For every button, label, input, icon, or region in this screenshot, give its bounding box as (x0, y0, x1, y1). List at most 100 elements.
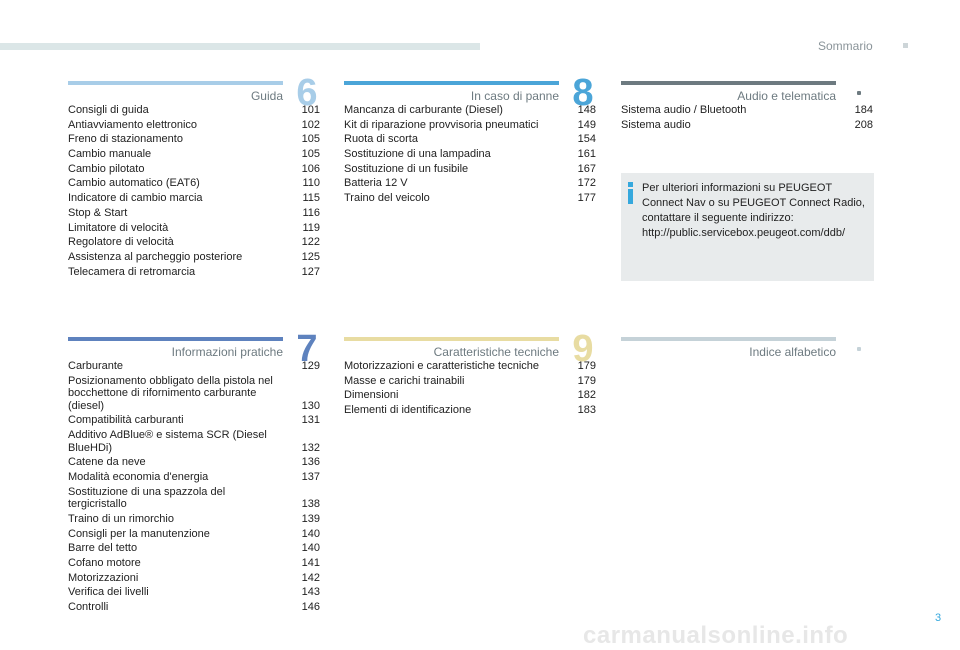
toc-entry-page: 148 (577, 104, 596, 116)
toc-entry-title: Limitatore di velocità (68, 221, 169, 234)
toc-entry-title: Regolatore di velocità (68, 236, 174, 249)
toc-entry[interactable]: Regolatore di velocità 122 (68, 236, 320, 249)
toc-entry[interactable]: Verifica dei livelli 143 (68, 586, 320, 599)
toc-entry-title: Sistema audio / Bluetooth (621, 104, 747, 116)
toc-entry-page: 136 (301, 456, 320, 469)
toc-entry-title: Masse e carichi trainabili (344, 374, 465, 387)
toc-entry-title: Carburante (68, 360, 124, 372)
toc-entry-page: 172 (577, 177, 596, 190)
toc-entry-page: 179 (577, 374, 596, 387)
toc-entry-title: Modalità economia d'energia (68, 470, 209, 483)
toc-entry[interactable]: Sostituzione di una spazzola del tergicr… (68, 486, 320, 511)
toc-entry[interactable]: Compatibilità carburanti 131 (68, 414, 320, 427)
section-bar (344, 81, 559, 85)
toc-entry-page: 167 (577, 162, 596, 175)
toc-entry-page: 140 (301, 527, 320, 540)
toc-entry-page: 154 (577, 133, 596, 146)
toc-entry[interactable]: Traino di un rimorchio 139 (68, 513, 320, 526)
section-title[interactable]: Caratteristiche tecniche (433, 345, 559, 359)
toc-entry-page: 116 (302, 206, 320, 219)
toc-entry[interactable]: Cofano motore 141 (68, 557, 320, 570)
toc-entry[interactable]: Consigli per la manutenzione 140 (68, 528, 320, 541)
toc-entry-title: Telecamera di retromarcia (68, 265, 196, 278)
toc-entry-title: Assistenza al parcheggio posteriore (68, 250, 243, 263)
toc-entry[interactable]: Modalità economia d'energia 137 (68, 471, 320, 484)
toc-entry-page: 132 (301, 441, 320, 454)
toc-entry[interactable]: Posizionamento obbligato della pistola n… (68, 375, 320, 413)
toc-entry[interactable]: Controlli 146 (68, 601, 320, 614)
toc-entry[interactable]: Cambio manuale 105 (68, 148, 320, 161)
toc-entry-page: 183 (577, 404, 596, 417)
toc-entry[interactable]: Sostituzione di una lampadina 161 (344, 148, 596, 161)
toc-entry-title: Traino del veicolo (344, 192, 430, 205)
toc-entry[interactable]: Elementi di identificazione 183 (344, 404, 596, 417)
toc-entry[interactable]: Mancanza di carburante (Diesel) 148 (344, 104, 596, 117)
toc-entry[interactable]: Assistenza al parcheggio posteriore 125 (68, 251, 320, 264)
toc-entry[interactable]: Masse e carichi trainabili 179 (344, 375, 596, 388)
toc-entry[interactable]: Ruota di scorta 154 (344, 133, 596, 146)
toc-entry[interactable]: Traino del veicolo 177 (344, 192, 596, 205)
section-title[interactable]: Audio e telematica (737, 89, 836, 103)
toc-entry-title: Antiavviamento elettronico (68, 118, 198, 131)
toc-entry-title: Batteria 12 V (344, 177, 408, 190)
toc-entry[interactable]: Additivo AdBlue® e sistema SCR (Diesel B… (68, 429, 320, 454)
section-title[interactable]: Guida (250, 89, 283, 103)
toc-entry-page: 119 (302, 221, 320, 234)
toc-entry[interactable]: Stop & Start 116 (68, 207, 320, 220)
info-box: Per ulteriori informazioni su PEUGEOT Co… (621, 173, 874, 281)
toc-entry-page: 131 (301, 414, 320, 427)
toc-entry-title: Posizionamento obbligato della pistola n… (68, 374, 273, 412)
toc-entry-title: Cofano motore (68, 556, 141, 569)
toc-entry-page: 105 (301, 133, 320, 146)
toc-entry-title: Dimensioni (344, 389, 399, 402)
toc-entry[interactable]: Carburante 129 (68, 360, 320, 373)
toc-entry[interactable]: Motorizzazioni e caratteristiche tecnich… (344, 360, 596, 373)
toc-entry-title: Stop & Start (68, 206, 128, 219)
toc-entry-title: Barre del tetto (68, 542, 138, 555)
toc-entry-page: 141 (301, 556, 320, 569)
header-bar (0, 43, 480, 50)
toc-entry[interactable]: Indicatore di cambio marcia 115 (68, 192, 320, 205)
toc-entry[interactable]: Dimensioni 182 (344, 389, 596, 402)
toc-entry-title: Motorizzazioni e caratteristiche tecnich… (344, 360, 540, 372)
toc-entry[interactable]: Motorizzazioni 142 (68, 572, 320, 585)
section-number: 6 (296, 72, 318, 114)
toc-entry-page: 208 (854, 118, 873, 131)
toc-entry-title: Sostituzione di un fusibile (344, 162, 469, 175)
toc-entry-title: Verifica dei livelli (68, 586, 149, 599)
entry-list: Mancanza di carburante (Diesel) 148 Kit di… (344, 104, 596, 207)
section-bar (621, 337, 836, 341)
toc-entry[interactable]: Telecamera di retromarcia 127 (68, 266, 320, 279)
toc-entry[interactable]: Cambio pilotato 106 (68, 163, 320, 176)
toc-entry[interactable]: Cambio automatico (EAT6) 110 (68, 177, 320, 190)
section-bar (68, 81, 283, 85)
info-text: Per ulteriori informazioni su PEUGEOT Co… (642, 182, 865, 239)
toc-entry-title: Kit di riparazione provvisoria pneumatic… (344, 118, 539, 131)
toc-entry-page: 143 (301, 586, 320, 599)
toc-entry-title: Cambio manuale (68, 148, 152, 161)
toc-entry-page: 177 (577, 192, 596, 205)
toc-entry-page: 130 (301, 399, 320, 412)
section-bar (344, 337, 559, 341)
toc-entry[interactable]: Sistema audio 208 (621, 119, 873, 132)
toc-entry[interactable]: Sostituzione di un fusibile 167 (344, 163, 596, 176)
toc-entry-page: 184 (854, 104, 873, 116)
section-number: 9 (572, 328, 594, 370)
toc-entry[interactable]: Barre del tetto 140 (68, 542, 320, 555)
toc-entry-title: Ruota di scorta (344, 133, 418, 146)
toc-entry[interactable]: Batteria 12 V 172 (344, 177, 596, 190)
toc-entry-page: 139 (301, 512, 320, 525)
toc-entry-page: 138 (301, 498, 320, 511)
section-title[interactable]: In caso di panne (470, 89, 559, 103)
toc-entry[interactable]: Catene da neve 136 (68, 456, 320, 469)
toc-entry[interactable]: Limitatore di velocità 119 (68, 222, 320, 235)
toc-entry[interactable]: Sistema audio / Bluetooth 184 (621, 104, 873, 117)
toc-entry[interactable]: Kit di riparazione provvisoria pneumatic… (344, 119, 596, 132)
entry-list: Sistema audio / Bluetooth 184 Sistema audi… (621, 104, 873, 133)
toc-entry[interactable]: Consigli di guida 101 (68, 104, 320, 117)
toc-entry[interactable]: Freno di stazionamento 105 (68, 133, 320, 146)
section-title[interactable]: Informazioni pratiche (171, 345, 283, 359)
section-title[interactable]: Indice alfabetico (749, 345, 836, 359)
toc-entry[interactable]: Antiavviamento elettronico 102 (68, 119, 320, 132)
section-marker (857, 91, 861, 95)
